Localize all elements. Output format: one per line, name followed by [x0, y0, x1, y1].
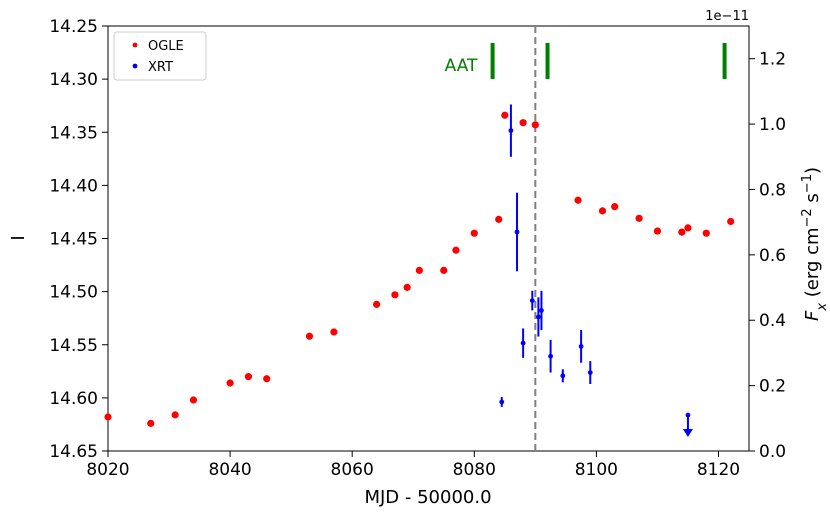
xrt-upper-limits: [682, 412, 693, 438]
y-left-tick-label: 14.40: [49, 176, 98, 196]
xrt-point: [539, 308, 544, 313]
ogle-point: [104, 413, 112, 421]
y-right-tick-label: 0.2: [759, 377, 786, 397]
ogle-point: [452, 246, 460, 254]
xrt-point: [578, 343, 584, 349]
xrt-point: [560, 373, 566, 379]
xrt-point: [535, 314, 541, 320]
xrt-series: [499, 104, 593, 407]
ogle-point: [653, 227, 662, 235]
ogle-point: [611, 203, 619, 211]
legend-ogle-label: OGLE: [148, 39, 184, 54]
xrt-point: [548, 353, 553, 359]
x-tick-label: 8080: [453, 460, 496, 480]
xrt-point: [520, 340, 526, 346]
y-right-axis-ticks: 0.0 0.2 0.4 0.6 0.8 1.0 1.2: [749, 50, 786, 462]
y-left-axis-ticks: 14.25 14.30 14.35 14.40 14.45 14.50 14.55 14.60…: [49, 17, 108, 462]
y-left-tick-label: 14.50: [49, 283, 98, 303]
x-tick-label: 8120: [697, 460, 740, 480]
y-left-tick-label: 14.35: [49, 123, 98, 143]
x-tick-label: 8100: [575, 460, 618, 480]
ogle-point: [501, 111, 509, 119]
ogle-point: [415, 266, 423, 274]
ogle-point: [531, 121, 539, 129]
xrt-point: [514, 229, 520, 235]
y-right-label-close: ): [802, 167, 823, 174]
y-right-label-units-a: (erg cm: [802, 227, 823, 302]
ogle-point: [226, 379, 234, 387]
xrt-point: [529, 298, 535, 304]
y-right-label-exp-b: −1: [800, 174, 815, 193]
ogle-point: [574, 196, 582, 204]
y-right-tick-label: 1.2: [759, 50, 786, 70]
xrt-point: [499, 399, 505, 405]
y-right-label-sub: x: [815, 303, 830, 312]
ogle-point: [373, 300, 381, 308]
ogle-point: [635, 214, 643, 222]
ogle-point: [244, 373, 253, 381]
y-right-label-exp-a: −2: [800, 208, 815, 227]
y-left-tick-label: 14.55: [49, 336, 98, 356]
legend-xrt-label: XRT: [148, 60, 173, 75]
xrt-point: [508, 128, 514, 134]
y-left-tick-label: 14.45: [49, 230, 98, 250]
y-right-tick-label: 1.0: [759, 115, 786, 135]
x-tick-label: 8020: [86, 460, 129, 480]
upper-limit-arrow: [682, 429, 693, 438]
ogle-point: [440, 266, 448, 274]
aat-label: AAT: [445, 56, 478, 76]
ogle-point: [189, 396, 198, 404]
ogle-point: [702, 229, 710, 237]
y-right-tick-label: 0.0: [759, 442, 786, 462]
ogle-point: [263, 375, 271, 383]
ogle-point: [391, 291, 399, 299]
y-left-tick-label: 14.25: [49, 17, 98, 37]
legend: OGLE XRT: [113, 31, 207, 81]
ogle-point: [147, 419, 155, 427]
ogle-series: [104, 111, 735, 427]
y-right-tick-label: 0.4: [759, 311, 786, 331]
x-axis-ticks: 8020 8040 8060 8080 8100 8120: [86, 451, 740, 480]
legend-xrt-marker: [132, 63, 138, 69]
ogle-point: [171, 411, 179, 419]
aat-epoch-markers: [490, 43, 727, 79]
ogle-point: [684, 224, 692, 232]
x-tick-label: 8040: [208, 460, 251, 480]
y-left-tick-label: 14.65: [49, 442, 98, 462]
plot-area: [107, 25, 750, 452]
y-right-label-main: F: [802, 310, 823, 321]
x-axis-label: MJD - 50000.0: [364, 487, 491, 508]
legend-ogle-marker: [132, 42, 138, 48]
y-right-tick-label: 0.8: [759, 180, 786, 200]
y-right-tick-label: 0.6: [759, 246, 786, 266]
ogle-point: [403, 283, 411, 291]
y-left-axis-label: I: [8, 235, 29, 240]
ogle-point: [727, 217, 735, 226]
xrt-point: [587, 370, 593, 375]
ogle-point: [598, 207, 607, 215]
ogle-point: [305, 332, 314, 340]
y-right-label-units-b: s: [802, 193, 823, 208]
x-tick-label: 8060: [331, 460, 374, 480]
ogle-point: [678, 228, 686, 236]
ogle-point: [519, 119, 527, 127]
y-left-tick-label: 14.60: [49, 389, 98, 409]
y-left-tick-label: 14.30: [49, 70, 98, 90]
right-axis-offset-label: 1e−11: [705, 9, 749, 24]
ogle-point: [330, 328, 338, 336]
y-right-axis-label: Fx (erg cm−2 s−1): [800, 167, 830, 321]
ogle-point: [470, 229, 478, 237]
ogle-point: [495, 215, 503, 223]
